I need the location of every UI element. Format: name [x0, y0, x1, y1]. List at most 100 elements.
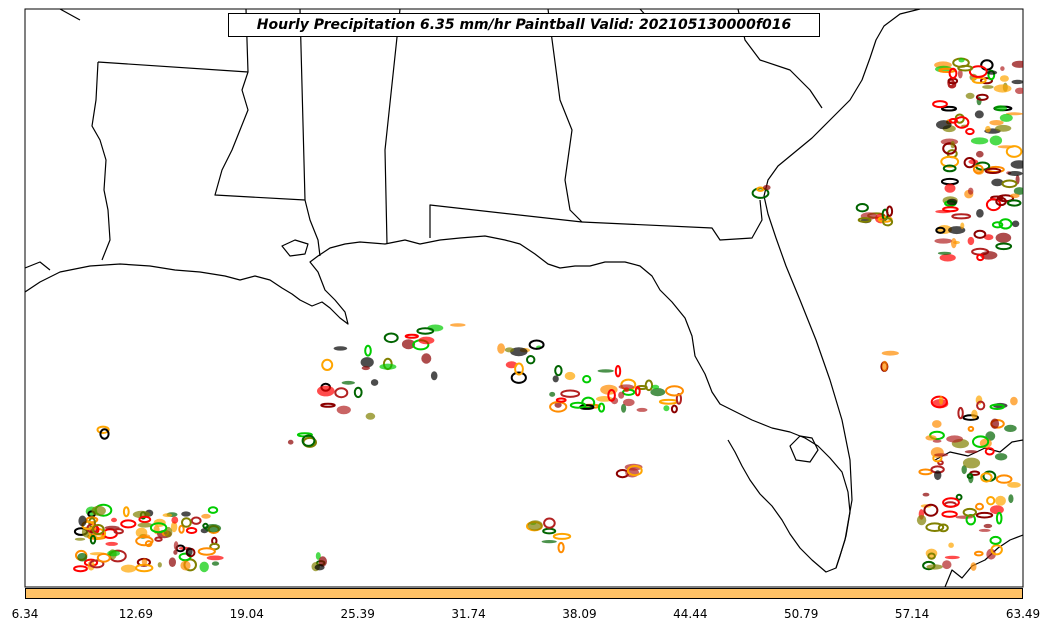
precip-blob — [935, 226, 946, 234]
precip-blob — [989, 535, 1002, 545]
precip-blob — [942, 497, 960, 508]
precip-blob — [555, 397, 567, 403]
precip-blob — [1001, 179, 1018, 189]
precip-blob — [122, 506, 130, 518]
precip-blob — [756, 186, 765, 192]
precip-blob — [154, 536, 163, 542]
precip-blob — [320, 402, 336, 408]
precip-blob — [201, 513, 211, 519]
precip-blob — [944, 183, 956, 193]
precip-blob — [204, 524, 222, 533]
precip-blob — [552, 375, 559, 383]
precip-blob — [998, 218, 1013, 230]
precip-blob — [962, 414, 980, 421]
precip-blob — [973, 229, 987, 239]
precip-blob — [958, 58, 965, 63]
precip-blob — [333, 346, 348, 351]
precip-blob — [597, 402, 606, 413]
precip-blob — [946, 435, 963, 443]
precip-blob — [984, 167, 1002, 174]
lake-okeechobee — [789, 435, 819, 463]
precip-blob — [141, 534, 151, 539]
precip-blob — [597, 369, 614, 373]
precip-blob — [990, 544, 1003, 556]
precip-blob — [922, 492, 930, 497]
precip-blob — [650, 388, 666, 397]
precip-blob — [582, 375, 592, 384]
precip-blob — [361, 366, 370, 371]
precip-blob — [504, 347, 514, 353]
colorbar-tick-label: 50.79 — [784, 607, 819, 621]
precip-blob — [927, 552, 936, 560]
precip-blob — [946, 198, 958, 206]
precip-blob — [557, 541, 565, 554]
precip-blob — [173, 541, 179, 551]
precip-blob — [1010, 396, 1018, 406]
precip-blob — [972, 164, 984, 175]
precip-blob — [944, 555, 960, 560]
precip-blob — [621, 403, 627, 413]
colorbar-tick-label: 6.34 — [11, 607, 39, 621]
precip-blob — [930, 395, 948, 409]
precip-blob — [497, 343, 505, 354]
precip-blob — [941, 510, 958, 518]
precip-blob — [916, 515, 927, 526]
precip-blob — [287, 439, 294, 445]
precip-blob — [626, 465, 643, 477]
precip-blob — [1005, 145, 1023, 158]
precip-blob — [321, 358, 334, 371]
precip-blob — [149, 522, 168, 534]
precip-blob — [514, 362, 524, 376]
precip-blob — [986, 548, 996, 560]
precip-blob — [982, 85, 994, 89]
precip-blob — [999, 113, 1013, 122]
precip-blob — [991, 178, 1004, 187]
precip-blob — [942, 206, 959, 213]
precip-blob — [995, 196, 1007, 207]
precip-blob — [966, 473, 974, 480]
precip-blob — [857, 217, 872, 223]
precip-blob — [564, 371, 576, 381]
precip-blob — [185, 527, 198, 534]
precip-blob — [450, 323, 466, 327]
precip-blob — [968, 187, 974, 195]
precip-blob — [526, 355, 536, 365]
precip-blob — [91, 524, 105, 535]
precip-blob — [923, 503, 939, 517]
precip-blob — [634, 386, 641, 397]
precip-blob — [934, 453, 949, 457]
precip-blob — [665, 385, 684, 397]
precip-blob — [365, 412, 376, 420]
precip-blob — [1011, 220, 1020, 228]
precip-blob — [1008, 494, 1014, 504]
precip-blob — [950, 140, 955, 149]
precip-blob — [957, 406, 964, 420]
precip-blob — [932, 420, 942, 428]
precip-blob — [314, 564, 325, 571]
precip-blob — [207, 506, 219, 514]
precip-blob — [970, 562, 977, 571]
precip-blob — [942, 142, 957, 155]
precip-blob — [989, 120, 1004, 126]
precip-blob — [985, 125, 991, 133]
precip-blob — [211, 561, 220, 566]
precip-blob — [881, 360, 888, 372]
precip-blob — [543, 517, 556, 529]
precip-paintballs — [73, 57, 1023, 573]
precip-blob — [162, 513, 173, 518]
precip-blob — [614, 365, 622, 378]
precip-blob — [600, 384, 618, 395]
precip-blob — [610, 397, 619, 405]
precip-blob — [644, 379, 654, 392]
precip-blob — [663, 405, 670, 412]
precip-blob — [948, 542, 954, 548]
precip-blob — [651, 384, 660, 390]
precip-blob — [926, 564, 943, 570]
precip-blob — [552, 532, 572, 540]
precip-blob — [972, 435, 990, 449]
precip-blob — [961, 465, 967, 475]
precip-blob — [510, 347, 528, 357]
precip-blob — [925, 522, 945, 533]
precip-blob — [353, 386, 363, 399]
precip-blob — [995, 232, 1012, 243]
